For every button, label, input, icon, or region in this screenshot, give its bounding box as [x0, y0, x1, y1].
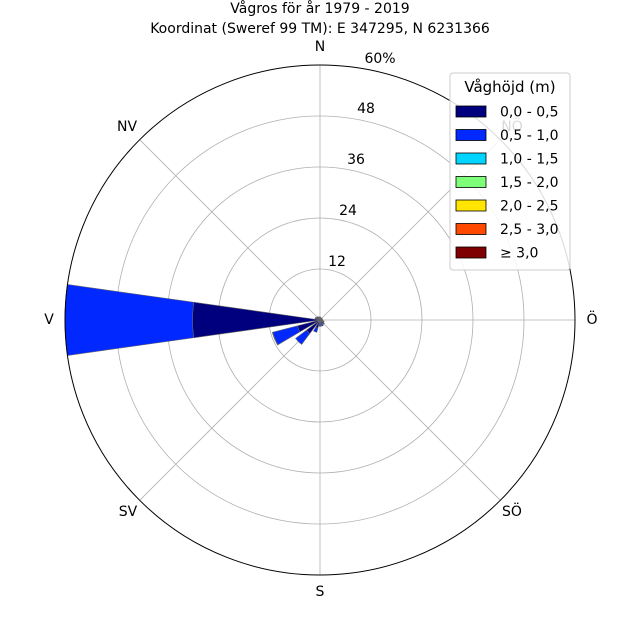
legend-title: Våghöjd (m): [464, 78, 555, 96]
radial-tick-label: 12: [328, 254, 346, 270]
sector-bars: [65, 285, 324, 356]
radial-tick-labels: 12 24 36 48 60%: [328, 51, 395, 270]
radial-tick-label: 48: [357, 101, 375, 117]
legend-label: ≥ 3,0: [500, 246, 538, 262]
legend-swatch: [456, 224, 486, 235]
sector-bar: [323, 321, 324, 322]
sector-bar: [315, 317, 316, 319]
direction-label-sö: SÖ: [502, 502, 522, 520]
direction-label-v: V: [44, 312, 54, 328]
legend-label: 0,5 - 1,0: [500, 128, 558, 144]
legend-swatch: [456, 153, 486, 164]
legend-label: 1,0 - 1,5: [500, 152, 558, 168]
sector-bar: [317, 317, 318, 318]
direction-label-nv: NV: [117, 119, 137, 135]
sector-bar: [65, 285, 194, 356]
radial-tick-label: 36: [347, 152, 365, 168]
legend-swatch: [456, 106, 486, 117]
grid-spoke: [140, 140, 320, 320]
sector-bar: [322, 319, 323, 320]
legend: Våghöjd (m) 0,0 - 0,5 0,5 - 1,0 1,0 - 1,5 1…: [450, 73, 570, 270]
direction-label-s: S: [316, 584, 325, 600]
sector-bar: [273, 326, 300, 345]
grid-spoke: [140, 320, 320, 500]
sector-bar: [318, 317, 319, 318]
legend-label: 2,0 - 2,5: [500, 199, 558, 215]
legend-swatch: [456, 247, 486, 258]
legend-label: 0,0 - 0,5: [500, 105, 558, 121]
radial-tick-label: 60%: [364, 51, 395, 67]
direction-label-n: N: [315, 39, 325, 55]
chart-subtitle: Koordinat (Sweref 99 TM): E 347295, N 62…: [150, 21, 490, 37]
sector-bar: [319, 324, 321, 326]
direction-label-ö: Ö: [586, 310, 597, 328]
radial-tick-label: 24: [339, 203, 357, 219]
legend-label: 2,5 - 3,0: [500, 222, 558, 238]
grid-spoke: [320, 320, 500, 500]
sector-bar: [193, 302, 320, 337]
direction-label-sv: SV: [119, 504, 138, 520]
legend-swatch: [456, 130, 486, 141]
legend-swatch: [456, 200, 486, 211]
legend-swatch: [456, 177, 486, 188]
chart-title: Vågros för år 1979 - 2019: [230, 0, 409, 17]
legend-label: 1,5 - 2,0: [500, 175, 558, 191]
legend-frame: [450, 73, 570, 270]
